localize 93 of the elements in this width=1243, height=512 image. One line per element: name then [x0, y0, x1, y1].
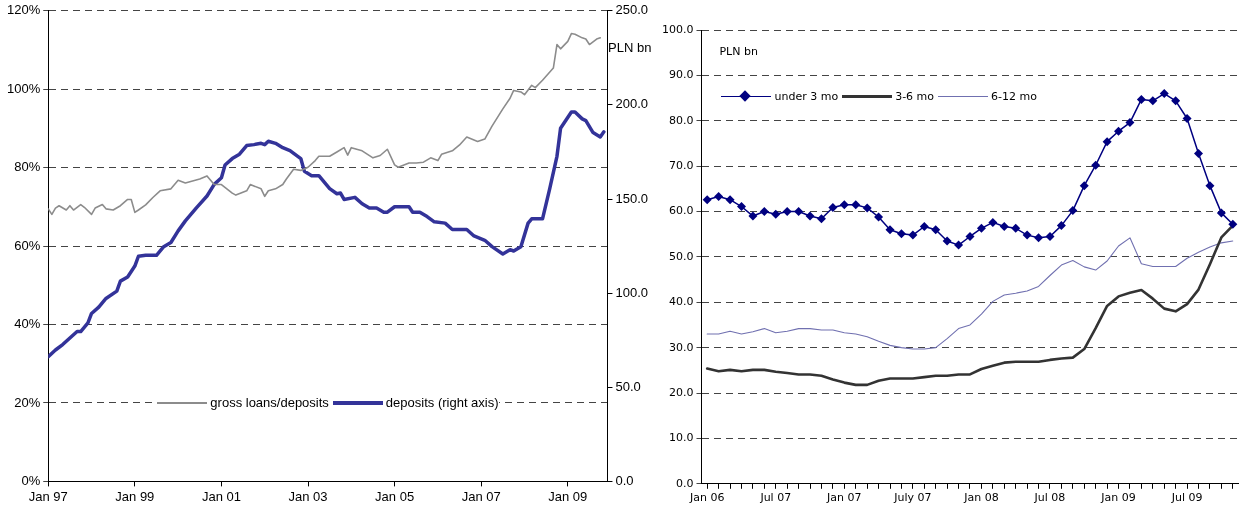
point	[725, 195, 735, 205]
x-tick-label: Jul 08	[1033, 491, 1066, 505]
point	[1205, 181, 1215, 191]
point	[965, 231, 975, 241]
y2-tick-label: 50.0	[615, 378, 641, 394]
y-tick-label: 0.0	[675, 476, 694, 490]
y-tick-label: 40%	[14, 316, 41, 332]
legend-label: deposits (right axis)	[385, 395, 499, 411]
x-tick-label: Jan 09	[548, 488, 588, 504]
text: PLN bn	[608, 40, 652, 56]
point	[839, 200, 849, 210]
x-tick-label: Jan 06	[688, 491, 725, 505]
x-tick-label: Jul 07	[759, 491, 792, 505]
point	[1228, 219, 1238, 229]
point	[1011, 223, 1021, 233]
point	[828, 202, 838, 212]
point	[1034, 233, 1044, 243]
point	[782, 207, 792, 217]
y-tick-label: 100.0	[661, 22, 694, 36]
point	[1125, 118, 1135, 128]
point	[919, 222, 929, 231]
y-tick-label: 60.0	[668, 204, 694, 218]
x-tick-label: Jan 07	[461, 488, 501, 504]
point	[885, 225, 895, 235]
y-tick-label: 30.0	[668, 340, 694, 354]
point	[1114, 126, 1124, 136]
point	[874, 212, 884, 222]
x-tick-label: Jan 03	[288, 488, 328, 504]
y-tick-label: 20.0	[668, 385, 694, 399]
y-tick-label: 50.0	[668, 249, 694, 263]
point	[1056, 221, 1066, 231]
point	[805, 211, 815, 221]
point	[999, 222, 1009, 231]
point	[1216, 208, 1226, 218]
y2-tick-label: 150.0	[615, 190, 649, 206]
point	[816, 214, 826, 224]
point	[1079, 181, 1089, 191]
point	[736, 202, 746, 212]
x-tick-label: Jan 07	[826, 491, 862, 505]
x-tick-label: Jan 01	[201, 488, 241, 504]
legend-label: 3-6 mo	[895, 90, 935, 104]
y2-tick-label: 0.0	[615, 472, 634, 488]
y-tick-label: 60%	[14, 237, 41, 253]
y-tick-label: 120%	[7, 2, 41, 18]
point	[794, 207, 804, 217]
point	[1022, 230, 1032, 240]
x-tick-label: Jan 97	[28, 488, 68, 504]
point	[931, 225, 941, 235]
point	[1136, 94, 1146, 104]
x-tick-label: Jan 09	[1100, 491, 1136, 505]
point	[1102, 137, 1112, 147]
point	[1171, 96, 1181, 106]
point	[954, 240, 964, 250]
y-tick-label: 100%	[7, 80, 41, 96]
point	[1091, 160, 1101, 170]
annotation: PLN bn	[719, 44, 758, 58]
x-tick-label: July 07	[893, 491, 932, 505]
y2-tick-label: 200.0	[615, 96, 649, 112]
y-tick-label: 80.0	[668, 113, 694, 127]
point	[862, 203, 872, 213]
y2-tick-label: 250.0	[615, 2, 649, 18]
point	[748, 211, 758, 221]
point	[759, 207, 769, 217]
y-tick-label: 0%	[21, 472, 41, 488]
x-tick-label: Jul 09	[1170, 491, 1203, 505]
point	[1068, 206, 1078, 216]
point	[1194, 148, 1204, 158]
y-tick-label: 20%	[14, 394, 41, 410]
point	[976, 223, 986, 233]
point	[908, 230, 918, 240]
x-tick-label: Jan 08	[963, 491, 999, 505]
point	[896, 229, 906, 239]
y-tick-label: 70.0	[668, 159, 694, 172]
point	[942, 236, 952, 246]
point	[1148, 96, 1158, 106]
point	[771, 209, 781, 219]
point	[851, 200, 861, 210]
point	[714, 192, 724, 202]
point	[1182, 113, 1192, 123]
legend-label: 6-12 mo	[991, 90, 1037, 104]
y-tick-label: 40.0	[668, 295, 694, 309]
legend-label: gross loans/deposits	[210, 395, 329, 411]
y-tick-label: 10.0	[668, 431, 694, 445]
y-tick-label: 90.0	[668, 68, 694, 82]
legend-label: under 3 mo	[774, 90, 839, 104]
point	[702, 195, 712, 205]
x-tick-label: Jan 05	[375, 488, 415, 504]
point	[988, 217, 998, 227]
point	[1045, 231, 1055, 241]
point	[1159, 89, 1169, 99]
y2-tick-label: 100.0	[615, 284, 649, 300]
x-tick-label: Jan 99	[115, 488, 155, 504]
y-tick-label: 80%	[14, 159, 41, 175]
